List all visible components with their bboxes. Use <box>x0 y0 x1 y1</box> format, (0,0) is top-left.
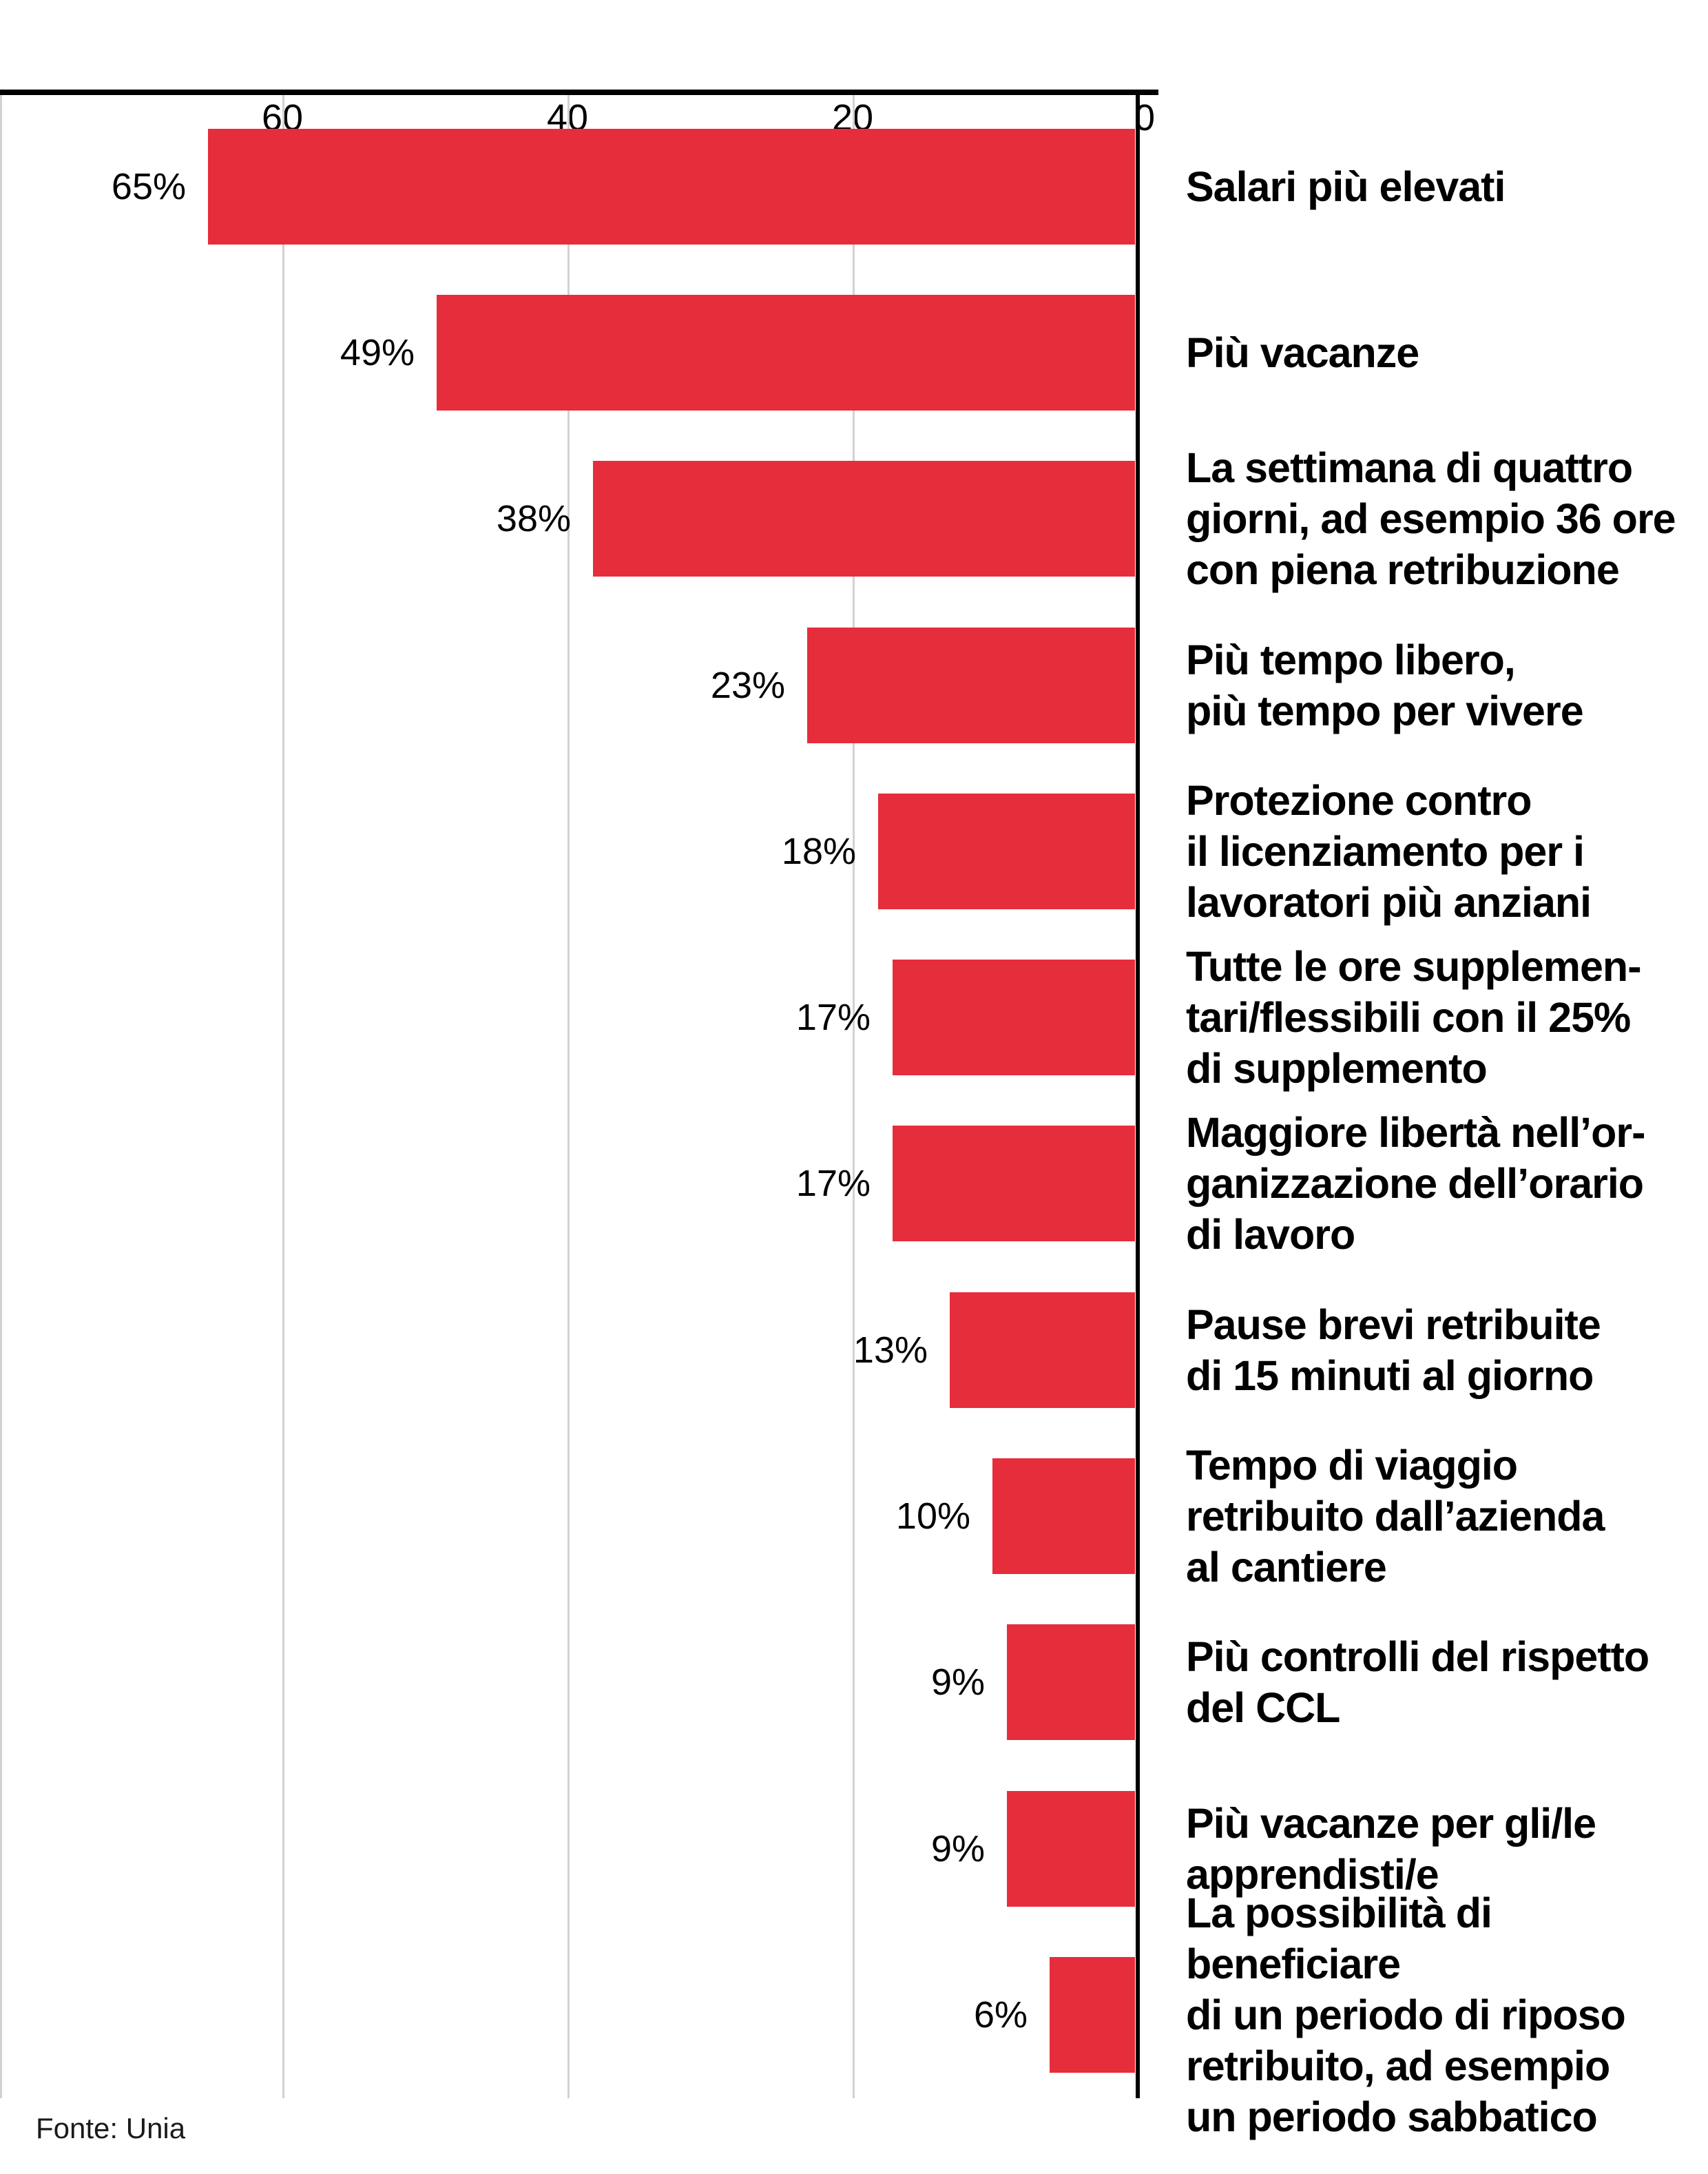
bar-row: 23% Più tempo libero, più tempo per vive… <box>0 602 1708 768</box>
value-label: 23% <box>710 664 785 706</box>
bar-area: 9% <box>0 1600 1135 1766</box>
bar-area: 6% <box>0 1932 1135 2098</box>
value-label: 9% <box>930 1661 985 1704</box>
bar <box>593 461 1135 577</box>
gridline <box>853 95 855 2098</box>
category-label: La settimana di quattro giorni, ad esemp… <box>1186 436 1699 602</box>
gridline <box>0 95 2 2098</box>
category-label: Più controlli del rispetto del CCL <box>1186 1600 1699 1766</box>
bar-row: 49% Più vacanze <box>0 269 1708 435</box>
value-label: 38% <box>496 498 571 540</box>
bar <box>893 1126 1135 1242</box>
axis-top-border <box>0 90 1158 95</box>
bar-area: 23% <box>0 602 1135 768</box>
value-label: 17% <box>795 1163 871 1205</box>
bar-area: 38% <box>0 436 1135 602</box>
bar-area: 10% <box>0 1433 1135 1599</box>
category-label: Più vacanze per gli/le apprendisti/e <box>1186 1766 1699 1932</box>
category-label: La possibilità di beneficiare di un peri… <box>1186 1890 1699 2140</box>
bar <box>878 793 1135 909</box>
bar-area: 17% <box>0 1101 1135 1267</box>
bar-row: 10% Tempo di viaggio retribuito dall’azi… <box>0 1433 1708 1599</box>
bar <box>893 960 1135 1076</box>
category-label-text: La possibilità di beneficiare di un peri… <box>1186 1889 1626 2140</box>
category-label-text: Più controlli del rispetto del CCL <box>1186 1633 1649 1732</box>
category-label: Maggiore libertà nell’or- ganizzazione d… <box>1186 1101 1699 1267</box>
bar-row: 6% La possibilità di beneficiare di un p… <box>0 1890 1708 2140</box>
bar-row: 9% Più controlli del rispetto del CCL <box>0 1600 1708 1766</box>
bar <box>1007 1624 1135 1741</box>
bar-area: 65% <box>0 103 1135 269</box>
value-label: 49% <box>340 331 415 373</box>
category-label-text: Pause brevi retribuite di 15 minuti al g… <box>1186 1301 1601 1399</box>
bar-area: 49% <box>0 269 1135 435</box>
gridline <box>282 95 284 2098</box>
bar-row: 9% Più vacanze per gli/le apprendisti/e <box>0 1766 1708 1932</box>
category-label-text: La settimana di quattro giorni, ad esemp… <box>1186 444 1676 594</box>
gridline <box>567 95 570 2098</box>
value-label: 18% <box>781 830 856 872</box>
bar-row: 17% Tutte le ore supplemen- tari/flessib… <box>0 934 1708 1100</box>
source-note: Fonte: Unia <box>36 2112 186 2144</box>
bar <box>807 627 1135 743</box>
category-label-text: Più vacanze <box>1186 329 1419 376</box>
bar <box>950 1292 1135 1408</box>
value-label: 6% <box>973 1994 1028 2036</box>
bar <box>1050 1956 1135 2073</box>
value-label: 13% <box>853 1329 928 1371</box>
bar-area: 18% <box>0 768 1135 934</box>
value-label: 17% <box>795 997 871 1039</box>
bar-row: 13% Pause brevi retribuite di 15 minuti … <box>0 1267 1708 1433</box>
category-label-text: Tempo di viaggio retribuito dall’azienda… <box>1186 1442 1605 1591</box>
category-label: Protezione contro il licenziamento per i… <box>1186 768 1699 934</box>
category-label-text: Tutte le ore supplemen- tari/flessibili … <box>1186 943 1642 1093</box>
category-label-text: Più tempo libero, più tempo per vivere <box>1186 636 1584 734</box>
bar <box>1007 1790 1135 1907</box>
value-label: 9% <box>930 1828 985 1870</box>
category-label: Più tempo libero, più tempo per vivere <box>1186 602 1699 768</box>
bar <box>208 128 1135 245</box>
bar-row: 17% Maggiore libertà nell’or- ganizzazio… <box>0 1101 1708 1267</box>
zero-axis-line <box>1136 90 1140 2098</box>
category-label-text: Salari più elevati <box>1186 163 1506 210</box>
category-label: Tempo di viaggio retribuito dall’azienda… <box>1186 1433 1699 1599</box>
category-label-text: Più vacanze per gli/le apprendisti/e <box>1186 1799 1596 1898</box>
category-label: Tutte le ore supplemen- tari/flessibili … <box>1186 934 1699 1100</box>
bar-row: 18% Protezione contro il licenziamento p… <box>0 768 1708 934</box>
category-label-text: Protezione contro il licenziamento per i… <box>1186 776 1592 926</box>
value-label: 65% <box>111 165 186 207</box>
category-label-text: Maggiore libertà nell’or- ganizzazione d… <box>1186 1109 1645 1259</box>
category-label: Pause brevi retribuite di 15 minuti al g… <box>1186 1267 1699 1433</box>
bar-rows: 65% Salari più elevati 49% Più vacanze 3… <box>0 103 1708 2140</box>
bar-area: 13% <box>0 1267 1135 1433</box>
bar-row: 65% Salari più elevati <box>0 103 1708 269</box>
category-label: Più vacanze <box>1186 269 1699 435</box>
bar-area: 17% <box>0 934 1135 1100</box>
category-label: Salari più elevati <box>1186 103 1699 269</box>
bar <box>437 294 1135 411</box>
value-label: 10% <box>895 1495 970 1538</box>
bar <box>992 1458 1135 1575</box>
bar-row: 38% La settimana di quattro giorni, ad e… <box>0 436 1708 602</box>
bar-area: 9% <box>0 1766 1135 1932</box>
